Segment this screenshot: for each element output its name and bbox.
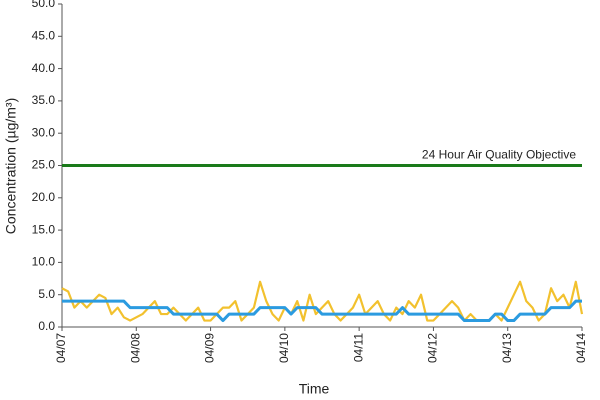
y-tick-label: 45.0 <box>32 28 56 42</box>
y-tick-label: 0.0 <box>38 319 55 333</box>
y-tick-label: 30.0 <box>32 125 56 139</box>
x-tick-label: 04/12 <box>426 333 440 363</box>
y-tick-label: 25.0 <box>32 158 56 172</box>
x-tick-label: 04/09 <box>203 333 217 363</box>
x-tick-label: 04/08 <box>128 333 142 363</box>
y-tick-label: 5.0 <box>38 287 55 301</box>
x-tick-label: 04/14 <box>574 333 588 363</box>
reference-label: 24 Hour Air Quality Objective <box>422 148 576 162</box>
y-axis-title: Concentration (µg/m³) <box>3 98 19 234</box>
y-tick-label: 20.0 <box>32 190 56 204</box>
x-tick-label: 04/10 <box>277 333 291 363</box>
x-tick-label: 04/13 <box>500 333 514 363</box>
y-tick-label: 10.0 <box>32 255 56 269</box>
x-axis-title: Time <box>299 381 330 397</box>
y-tick-label: 15.0 <box>32 222 56 236</box>
y-tick-label: 35.0 <box>32 93 56 107</box>
y-tick-label: 40.0 <box>32 61 56 75</box>
y-tick-label: 50.0 <box>32 0 56 10</box>
x-tick-label: 04/07 <box>54 333 68 363</box>
x-tick-label: 04/11 <box>351 333 365 362</box>
series-line <box>62 299 582 323</box>
